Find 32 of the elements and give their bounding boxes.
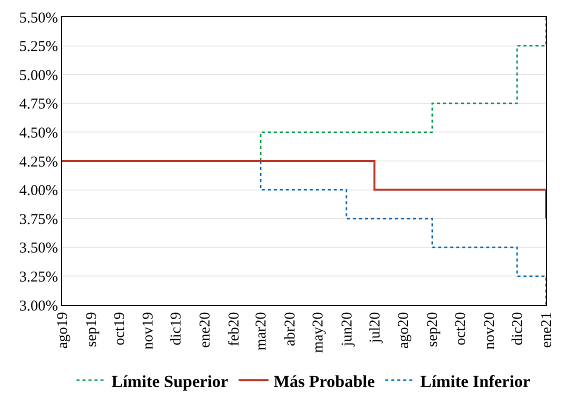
- x-tick-label: abr20: [282, 312, 298, 346]
- y-tick-label: 4.75%: [19, 96, 58, 113]
- legend-label: Más Probable: [274, 372, 376, 391]
- x-tick-label: sep19: [84, 312, 100, 347]
- legend-label: Límite Superior: [112, 372, 229, 391]
- y-tick-label: 3.00%: [19, 298, 58, 314]
- x-tick-label: jun20: [339, 312, 356, 348]
- y-tick-label: 4.50%: [19, 125, 58, 142]
- x-tick-label: sep20: [425, 312, 442, 347]
- y-tick-label: 5.25%: [19, 39, 58, 56]
- x-tick-label: oct20: [453, 312, 470, 346]
- y-tick-label: 4.00%: [19, 183, 58, 200]
- x-tick-label: oct19: [112, 312, 128, 346]
- y-tick-label: 3.25%: [19, 269, 58, 286]
- x-tick-label: jul20: [367, 312, 384, 344]
- x-tick-label: dic19: [168, 312, 185, 346]
- legend-label: Límite Inferior: [420, 372, 531, 391]
- y-tick-label: 4.25%: [19, 154, 58, 170]
- y-tick-label: 5.50%: [19, 10, 58, 26]
- x-tick-label: dic20: [510, 312, 526, 346]
- y-tick-label: 5.00%: [19, 68, 58, 84]
- x-tick-label: ago19: [54, 312, 71, 349]
- x-tick-label: ene20: [198, 312, 214, 348]
- x-tick-label: may20: [310, 312, 326, 353]
- y-tick-label: 3.75%: [19, 212, 58, 228]
- x-tick-label: nov19: [140, 312, 157, 350]
- x-tick-label: nov20: [482, 312, 498, 350]
- y-tick-label: 3.50%: [19, 240, 58, 257]
- x-tick-label: mar20: [254, 312, 270, 350]
- x-tick-label: ene21: [538, 312, 555, 348]
- x-tick-label: feb20: [226, 312, 242, 346]
- x-tick-label: ago20: [396, 312, 412, 349]
